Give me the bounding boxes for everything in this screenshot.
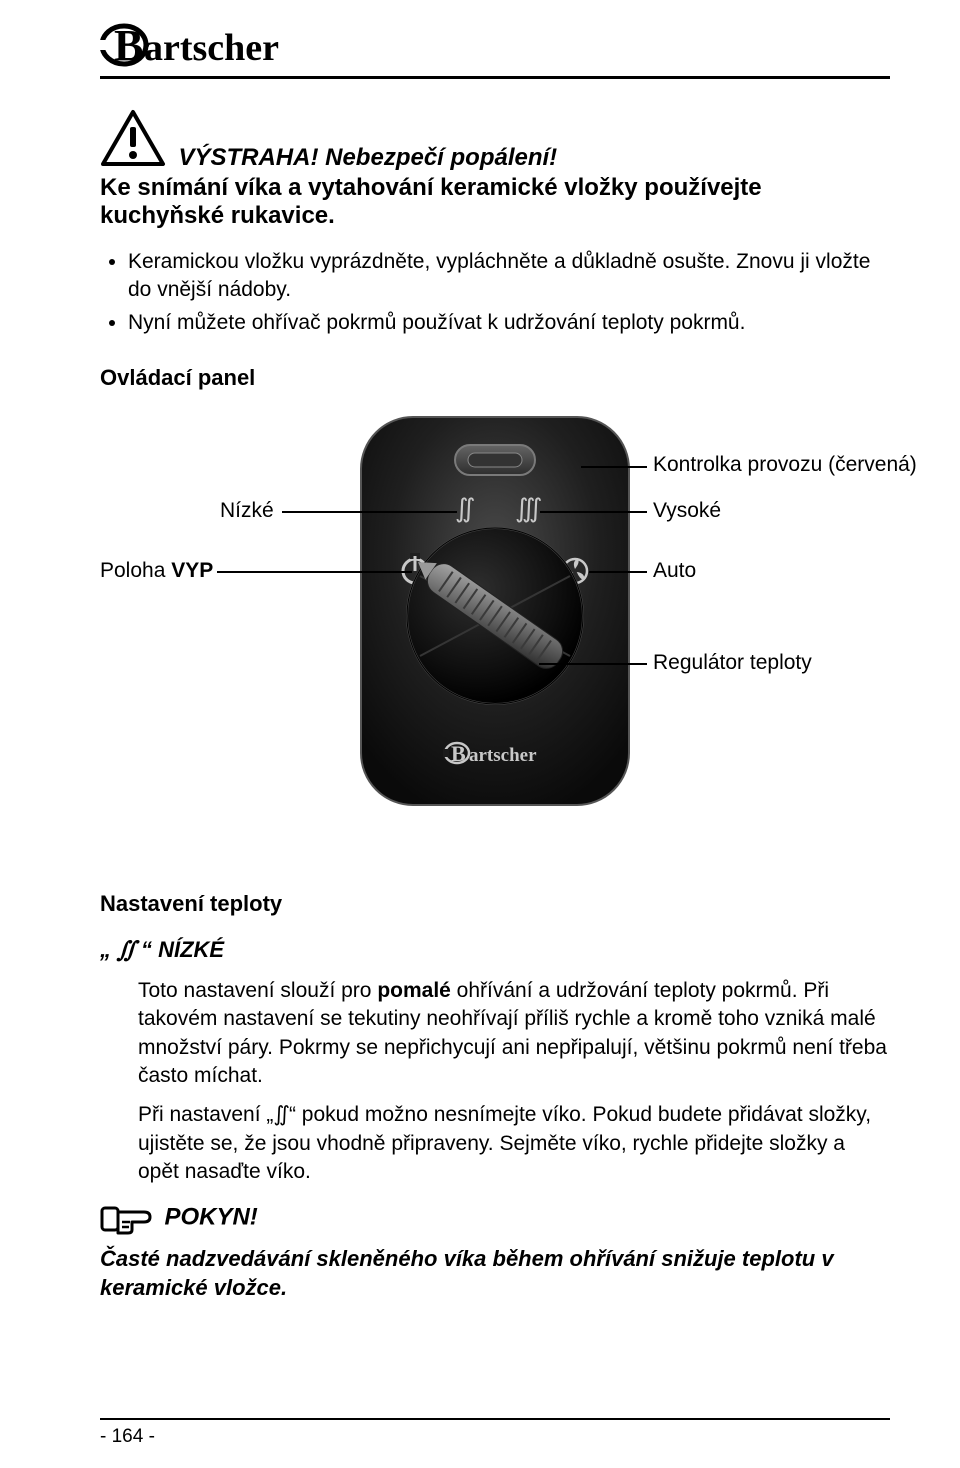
footer-divider (100, 1418, 890, 1420)
label-indicator: Kontrolka provozu (červená) (653, 453, 917, 477)
control-panel-diagram: ∬ ∭ (100, 411, 890, 851)
temperature-body: Toto nastavení slouží pro pomalé ohříván… (138, 977, 890, 1186)
page-number: - 164 - (100, 1426, 890, 1448)
steam-icon: ∬ (273, 1102, 289, 1126)
temperature-heading: Nastavení teploty (100, 891, 890, 917)
pokyn-row: POKYN! (100, 1200, 890, 1241)
logo-text: artscher (144, 27, 279, 69)
temperature-para-2: Při nastavení „∬“ pokud možno nesnímejte… (138, 1100, 890, 1186)
pokyn-body: Časté nadzvedávání skleněného víka během… (100, 1245, 890, 1302)
warning-subtitle: Ke snímání víka a vytahování keramické v… (100, 174, 890, 230)
header-divider (100, 76, 890, 79)
leader-line (540, 511, 647, 513)
leader-line (282, 511, 457, 513)
warning-title: VÝSTRAHA! Nebezpečí popálení! (178, 144, 557, 171)
label-high: Vysoké (653, 499, 721, 523)
bullet-item: Keramickou vložku vyprázdněte, vypláchně… (128, 248, 890, 305)
steam-icon: ∬ (117, 937, 135, 962)
svg-text:∭: ∭ (515, 494, 543, 523)
instruction-bullets: Keramickou vložku vyprázdněte, vypláchně… (100, 248, 890, 337)
warning-triangle-icon (100, 109, 166, 172)
warning-block: VÝSTRAHA! Nebezpečí popálení! Ke snímání… (100, 109, 890, 230)
label-auto: Auto (653, 559, 696, 583)
label-off: Poloha VYP (100, 559, 213, 583)
leader-line (217, 571, 412, 573)
pointing-hand-icon (100, 1200, 154, 1241)
control-panel-device: ∬ ∭ (355, 411, 635, 811)
brand-logo: B artscher (100, 20, 890, 70)
label-regulator: Regulátor teploty (653, 651, 812, 675)
leader-line (539, 663, 647, 665)
pokyn-title: POKYN! (164, 1204, 257, 1231)
svg-text:B: B (451, 741, 466, 766)
control-panel-heading: Ovládací panel (100, 365, 890, 391)
nizke-heading: „ ∬ “ NÍZKÉ (100, 937, 890, 963)
svg-text:B: B (114, 21, 143, 70)
svg-text:artscher: artscher (469, 745, 537, 766)
page-footer: - 164 - (100, 1418, 890, 1448)
svg-text:∬: ∬ (455, 494, 476, 523)
temperature-para-1: Toto nastavení slouží pro pomalé ohříván… (138, 977, 890, 1090)
bullet-item: Nyní můžete ohřívač pokrmů používat k ud… (128, 309, 890, 337)
label-low: Nízké (220, 499, 274, 523)
leader-line (589, 571, 647, 573)
leader-line (581, 466, 647, 468)
